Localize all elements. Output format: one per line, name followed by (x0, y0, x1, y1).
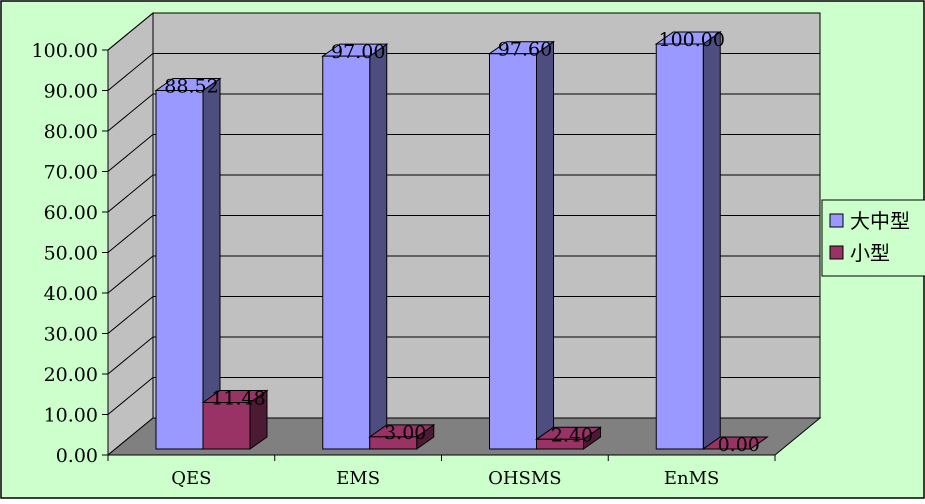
bar-front (369, 436, 418, 450)
x-tick-label-qes: QES (171, 468, 211, 489)
x-tick-label-ems: EMS (336, 468, 380, 489)
bar-front (489, 53, 537, 450)
gridline (107, 215, 820, 253)
floor (106, 417, 822, 456)
bar-qes-series-1 (154, 77, 222, 450)
bar-side (369, 43, 388, 450)
legend-label-2: 小型 (850, 241, 890, 265)
gridline (107, 174, 820, 213)
y-tick-label: 90.00 (44, 81, 98, 103)
gridlines (102, 12, 820, 456)
data-label-enms-series-1: 100.00 (659, 29, 725, 51)
x-tick-label-enms: EnMS (664, 468, 720, 489)
bar-qes-series-2 (201, 389, 269, 450)
bar-enms-series-1 (654, 31, 722, 450)
data-label-ohsms-series-1: 97.60 (498, 39, 552, 61)
y-tick-label: 70.00 (44, 162, 98, 184)
x-axis-tick-labels: QES EMS OHSMS EnMS (107, 455, 776, 489)
gridline (107, 93, 820, 132)
legend-swatch-2 (829, 245, 844, 260)
y-tick-label: 10.00 (44, 405, 98, 427)
data-label-ems-series-1: 97.00 (331, 41, 385, 63)
y-tick-label: 20.00 (44, 364, 98, 386)
bar-front (202, 402, 251, 450)
data-labels: 88.52 11.48 97.00 3.00 97.60 2.40 100.00 0.00 (164, 29, 760, 456)
y-tick-label: 0.00 (56, 445, 98, 467)
data-label-ems-series-2: 3.00 (384, 422, 426, 444)
bar-side (702, 31, 721, 450)
bars (154, 31, 769, 450)
gridline (107, 53, 820, 91)
y-tick-label: 80.00 (44, 121, 98, 143)
data-label-qes-series-1: 88.52 (164, 75, 218, 97)
y-tick-label: 60.00 (44, 202, 98, 224)
gridline (107, 255, 820, 294)
bar-front (155, 89, 204, 450)
legend-swatch-1 (829, 213, 844, 228)
x-tick-label-ohsms: OHSMS (488, 468, 562, 489)
y-axis-tick-labels: 0.00 10.00 20.00 30.00 40.00 50.00 60.00 70.00 8… (32, 40, 98, 467)
gridline (107, 296, 820, 334)
y-tick-label: 40.00 (44, 283, 98, 305)
bar-ohsms-series-1 (487, 40, 556, 450)
legend-box (821, 199, 925, 277)
data-label-ohsms-series-2: 2.40 (551, 424, 593, 446)
gridline (107, 377, 820, 415)
gridline (107, 134, 820, 172)
y-tick-label: 30.00 (44, 324, 98, 346)
gridline (107, 12, 820, 51)
bar-top (701, 436, 769, 450)
bar-ems-series-2 (368, 423, 436, 450)
data-label-enms-series-2: 0.00 (718, 434, 760, 456)
gridline (107, 336, 820, 375)
bar-ohsms-series-2 (534, 426, 603, 450)
bar-ems-series-1 (321, 43, 389, 450)
bar-side (536, 40, 554, 450)
y-tick-label: 100.00 (32, 40, 98, 62)
bar-front (655, 43, 704, 450)
legend-label-1: 大中型 (850, 209, 910, 233)
bar-enms-series-2 (701, 436, 769, 450)
bar-front (536, 438, 584, 450)
data-label-qes-series-2: 11.48 (211, 388, 265, 410)
bar-front (322, 55, 371, 450)
y-tick-label: 50.00 (44, 243, 98, 265)
